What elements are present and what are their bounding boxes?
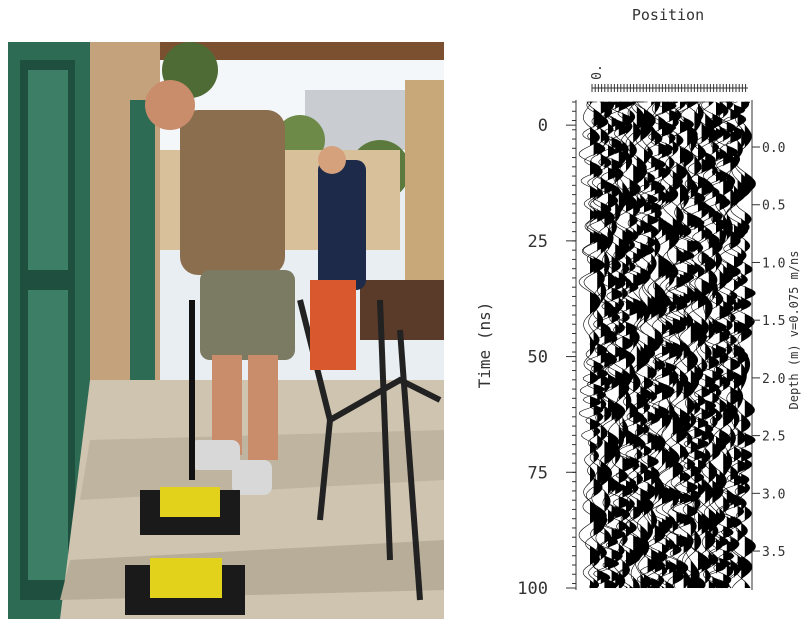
y2-tick-label: 1.5 [762, 314, 785, 329]
trace-fill [654, 102, 666, 588]
trace-line [726, 101, 749, 589]
trace-line [672, 101, 695, 589]
wiggle-traces [578, 101, 756, 589]
y-tick-label: 75 [528, 463, 548, 483]
trace-line [708, 101, 731, 589]
trace-line [607, 101, 631, 589]
trace-line [596, 101, 620, 589]
trace-fill [597, 102, 609, 588]
trace-line [683, 101, 706, 589]
y2-tick-label: 2.0 [762, 372, 785, 387]
y2-tick-label: 3.0 [762, 487, 785, 502]
y-tick-label: 100 [517, 579, 548, 599]
trace-fill [726, 102, 738, 588]
x-tick-label: 0. [590, 64, 605, 80]
trace-line [603, 101, 627, 589]
trace-fill [687, 102, 699, 588]
trace-line [701, 101, 724, 589]
trace-fill [744, 102, 756, 588]
trace-line [650, 101, 674, 589]
trace-line [618, 101, 641, 589]
trace-fill [658, 102, 670, 588]
trace-fill [600, 102, 612, 588]
trace-fill [590, 102, 601, 588]
trace-line [629, 101, 652, 589]
trace-line [733, 101, 756, 589]
field-photo [8, 42, 444, 619]
y-tick-label: 25 [528, 232, 548, 252]
trace-fill [708, 102, 720, 588]
trace-fill [680, 102, 691, 588]
trace-fill [640, 102, 652, 588]
trace-line [611, 101, 634, 589]
trace-line [585, 101, 609, 589]
trace-line [600, 101, 623, 589]
y2-tick-label: 1.0 [762, 256, 785, 271]
y2-tick-label: 0.5 [762, 199, 785, 214]
trace-fill [730, 102, 742, 588]
trace-line [657, 101, 681, 589]
y-axis-label: Time (ns) [475, 302, 494, 389]
y2-tick-label: 3.5 [762, 545, 785, 560]
y2-axis-label: Depth (m) v=0.075 m/ns [787, 251, 801, 410]
trace-line [643, 101, 667, 589]
y2-tick-label: 2.5 [762, 430, 785, 445]
y-tick-label: 50 [528, 348, 548, 368]
trace-fill [651, 102, 663, 588]
trace-fill [629, 102, 641, 588]
trace-fill [694, 102, 706, 588]
trace-fill [633, 102, 645, 588]
trace-line [690, 101, 713, 589]
trace-fill [662, 102, 673, 588]
trace-fill [676, 102, 688, 588]
trace-line [722, 101, 746, 589]
y-tick-label: 0 [538, 116, 548, 136]
trace-line [704, 101, 728, 589]
trace-fill [741, 102, 752, 588]
chart-title: Position [632, 6, 704, 24]
trace-line [697, 101, 720, 589]
trace-line [715, 101, 739, 589]
y2-tick-label: 0.0 [762, 141, 785, 156]
trace-fill [604, 102, 616, 588]
trace-fill [636, 102, 648, 588]
trace-fill [665, 102, 677, 588]
trace-fill [723, 102, 734, 588]
trace-fill [626, 102, 637, 588]
